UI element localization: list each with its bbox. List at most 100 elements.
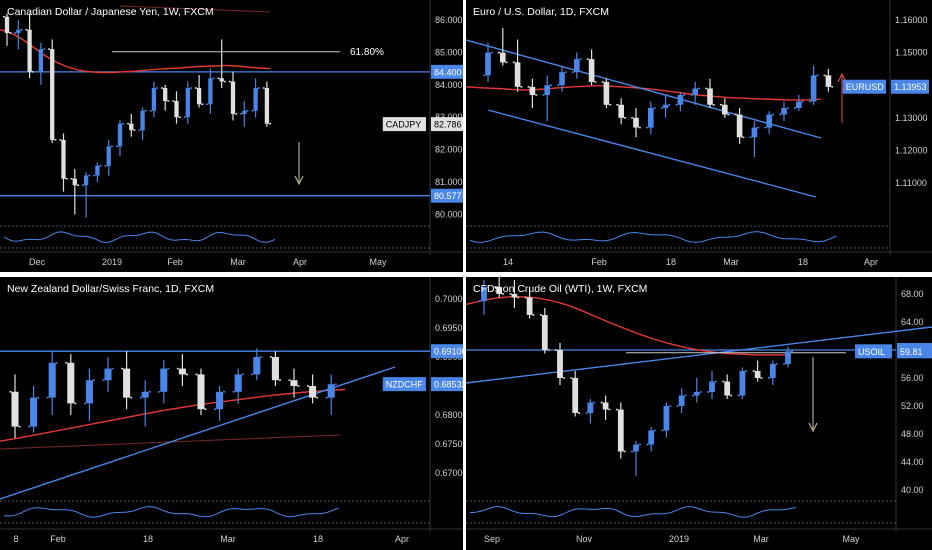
y-tick-label: 1.15000 (895, 48, 928, 58)
x-tick-label: Feb (591, 257, 607, 267)
chart-usoil: 68.0064.0060.0056.0052.0048.0044.0040.00… (466, 277, 932, 544)
y-tick-label: 52.00 (901, 401, 924, 411)
fib-level-label: 61.80% (350, 47, 384, 58)
x-tick-label: Mar (220, 534, 236, 544)
bar-body (692, 88, 699, 95)
chart-eurusd: 1.160001.150001.140001.130001.120001.110… (466, 0, 932, 267)
bar-body (709, 381, 715, 392)
level-price-label: 84.400 (434, 67, 462, 77)
bar-body (810, 75, 817, 102)
bar-body (151, 88, 157, 111)
last-price-tag (891, 79, 929, 94)
x-tick-label: Apr (864, 257, 878, 267)
bar-body (633, 117, 639, 128)
bar-body (751, 127, 758, 138)
x-tick-label: Apr (293, 257, 307, 267)
bar-body (230, 81, 236, 114)
x-tick-label: Feb (167, 257, 183, 267)
bar-body (588, 59, 595, 82)
y-tick-label: 1.13000 (895, 113, 928, 123)
bar-body (603, 81, 610, 105)
bar-body (16, 29, 21, 33)
bar-body (707, 88, 713, 105)
bar-body (663, 406, 670, 431)
x-tick-label: May (369, 257, 387, 267)
bar-body (496, 287, 503, 294)
bar-body (160, 368, 168, 392)
bar-body (30, 397, 38, 427)
symbol-tag (382, 377, 426, 392)
bar-body (541, 315, 548, 350)
bar-body (196, 88, 202, 105)
bar-body (511, 294, 518, 298)
bar-body (587, 402, 594, 413)
y-tick-label: 1.11000 (895, 178, 927, 188)
bar-body (129, 123, 134, 131)
y-tick-label: 84.000 (435, 80, 463, 90)
last-price-tag (897, 344, 932, 359)
bar-body (677, 94, 684, 105)
bar-body (11, 391, 19, 427)
x-tick-label: Mar (723, 257, 739, 267)
bar-body (4, 16, 10, 33)
bar-body (693, 392, 700, 396)
y-tick-label: 1.16000 (895, 15, 928, 25)
bar-body (499, 52, 506, 63)
moving-average-line (0, 388, 346, 442)
y-tick-label: 56.00 (901, 373, 924, 383)
bar-body (572, 378, 579, 413)
bar-body (781, 108, 787, 115)
bar-body (618, 104, 625, 118)
chart-title: CFDs on Crude Oil (WTI), 1W, FXCM (473, 283, 648, 295)
bar-body (557, 350, 563, 378)
symbol-tag (842, 79, 886, 94)
bar-body (117, 123, 123, 147)
bar-body (83, 175, 89, 186)
chart-title: Canadian Dollar / Japanese Yen, 1W, FXCM (7, 6, 214, 18)
bar-body (123, 368, 131, 398)
y-tick-label: 1.12000 (895, 145, 928, 155)
bar-body (647, 108, 654, 128)
bar-body (795, 101, 802, 109)
channel-upper-line (466, 39, 822, 139)
bar-body (678, 395, 685, 406)
bar-body (290, 380, 298, 386)
x-tick-label: May (842, 534, 860, 544)
bar-body (208, 78, 213, 105)
y-tick-label: 64.00 (901, 317, 924, 327)
bar-body (95, 165, 100, 176)
bar-body (185, 88, 190, 118)
level-price-tag (431, 188, 463, 203)
bar-body (242, 110, 247, 114)
x-tick-label: Mar (230, 257, 246, 267)
x-tick-label: 2019 (669, 534, 689, 544)
channel-lower-line (487, 109, 817, 198)
bar-body (253, 357, 261, 375)
bar-body (72, 178, 77, 186)
oscillator-line (469, 231, 837, 243)
arrow-head (294, 175, 304, 186)
symbol-label: EURUSD (846, 82, 885, 92)
bar-body (736, 114, 743, 138)
bar-body (602, 402, 609, 410)
chart-panel-cadjpy: 86.00085.00084.00083.00082.00081.00080.0… (0, 0, 463, 272)
bar-body (633, 444, 639, 452)
bar-body (617, 409, 624, 452)
y-tick-label: 81.000 (435, 177, 463, 187)
symbol-tag (382, 117, 426, 132)
chart-title: New Zealand Dollar/Swiss Franc, 1D, FXCM (7, 283, 215, 295)
x-tick-label: Nov (576, 534, 593, 544)
y-tick-label: 44.00 (901, 457, 924, 467)
last-price-label: 82.786 (434, 120, 462, 130)
bar-body (264, 88, 270, 124)
bar-body (769, 364, 776, 378)
bar-body (178, 368, 186, 375)
y-tick-label: 40.00 (901, 485, 924, 495)
bar-body (174, 101, 179, 118)
chart-panel-eurusd: 1.160001.150001.140001.130001.120001.110… (466, 0, 932, 272)
bar-body (197, 374, 205, 410)
y-tick-label: 68.00 (901, 289, 924, 299)
bar-body (724, 381, 731, 396)
bar-body (529, 86, 536, 95)
